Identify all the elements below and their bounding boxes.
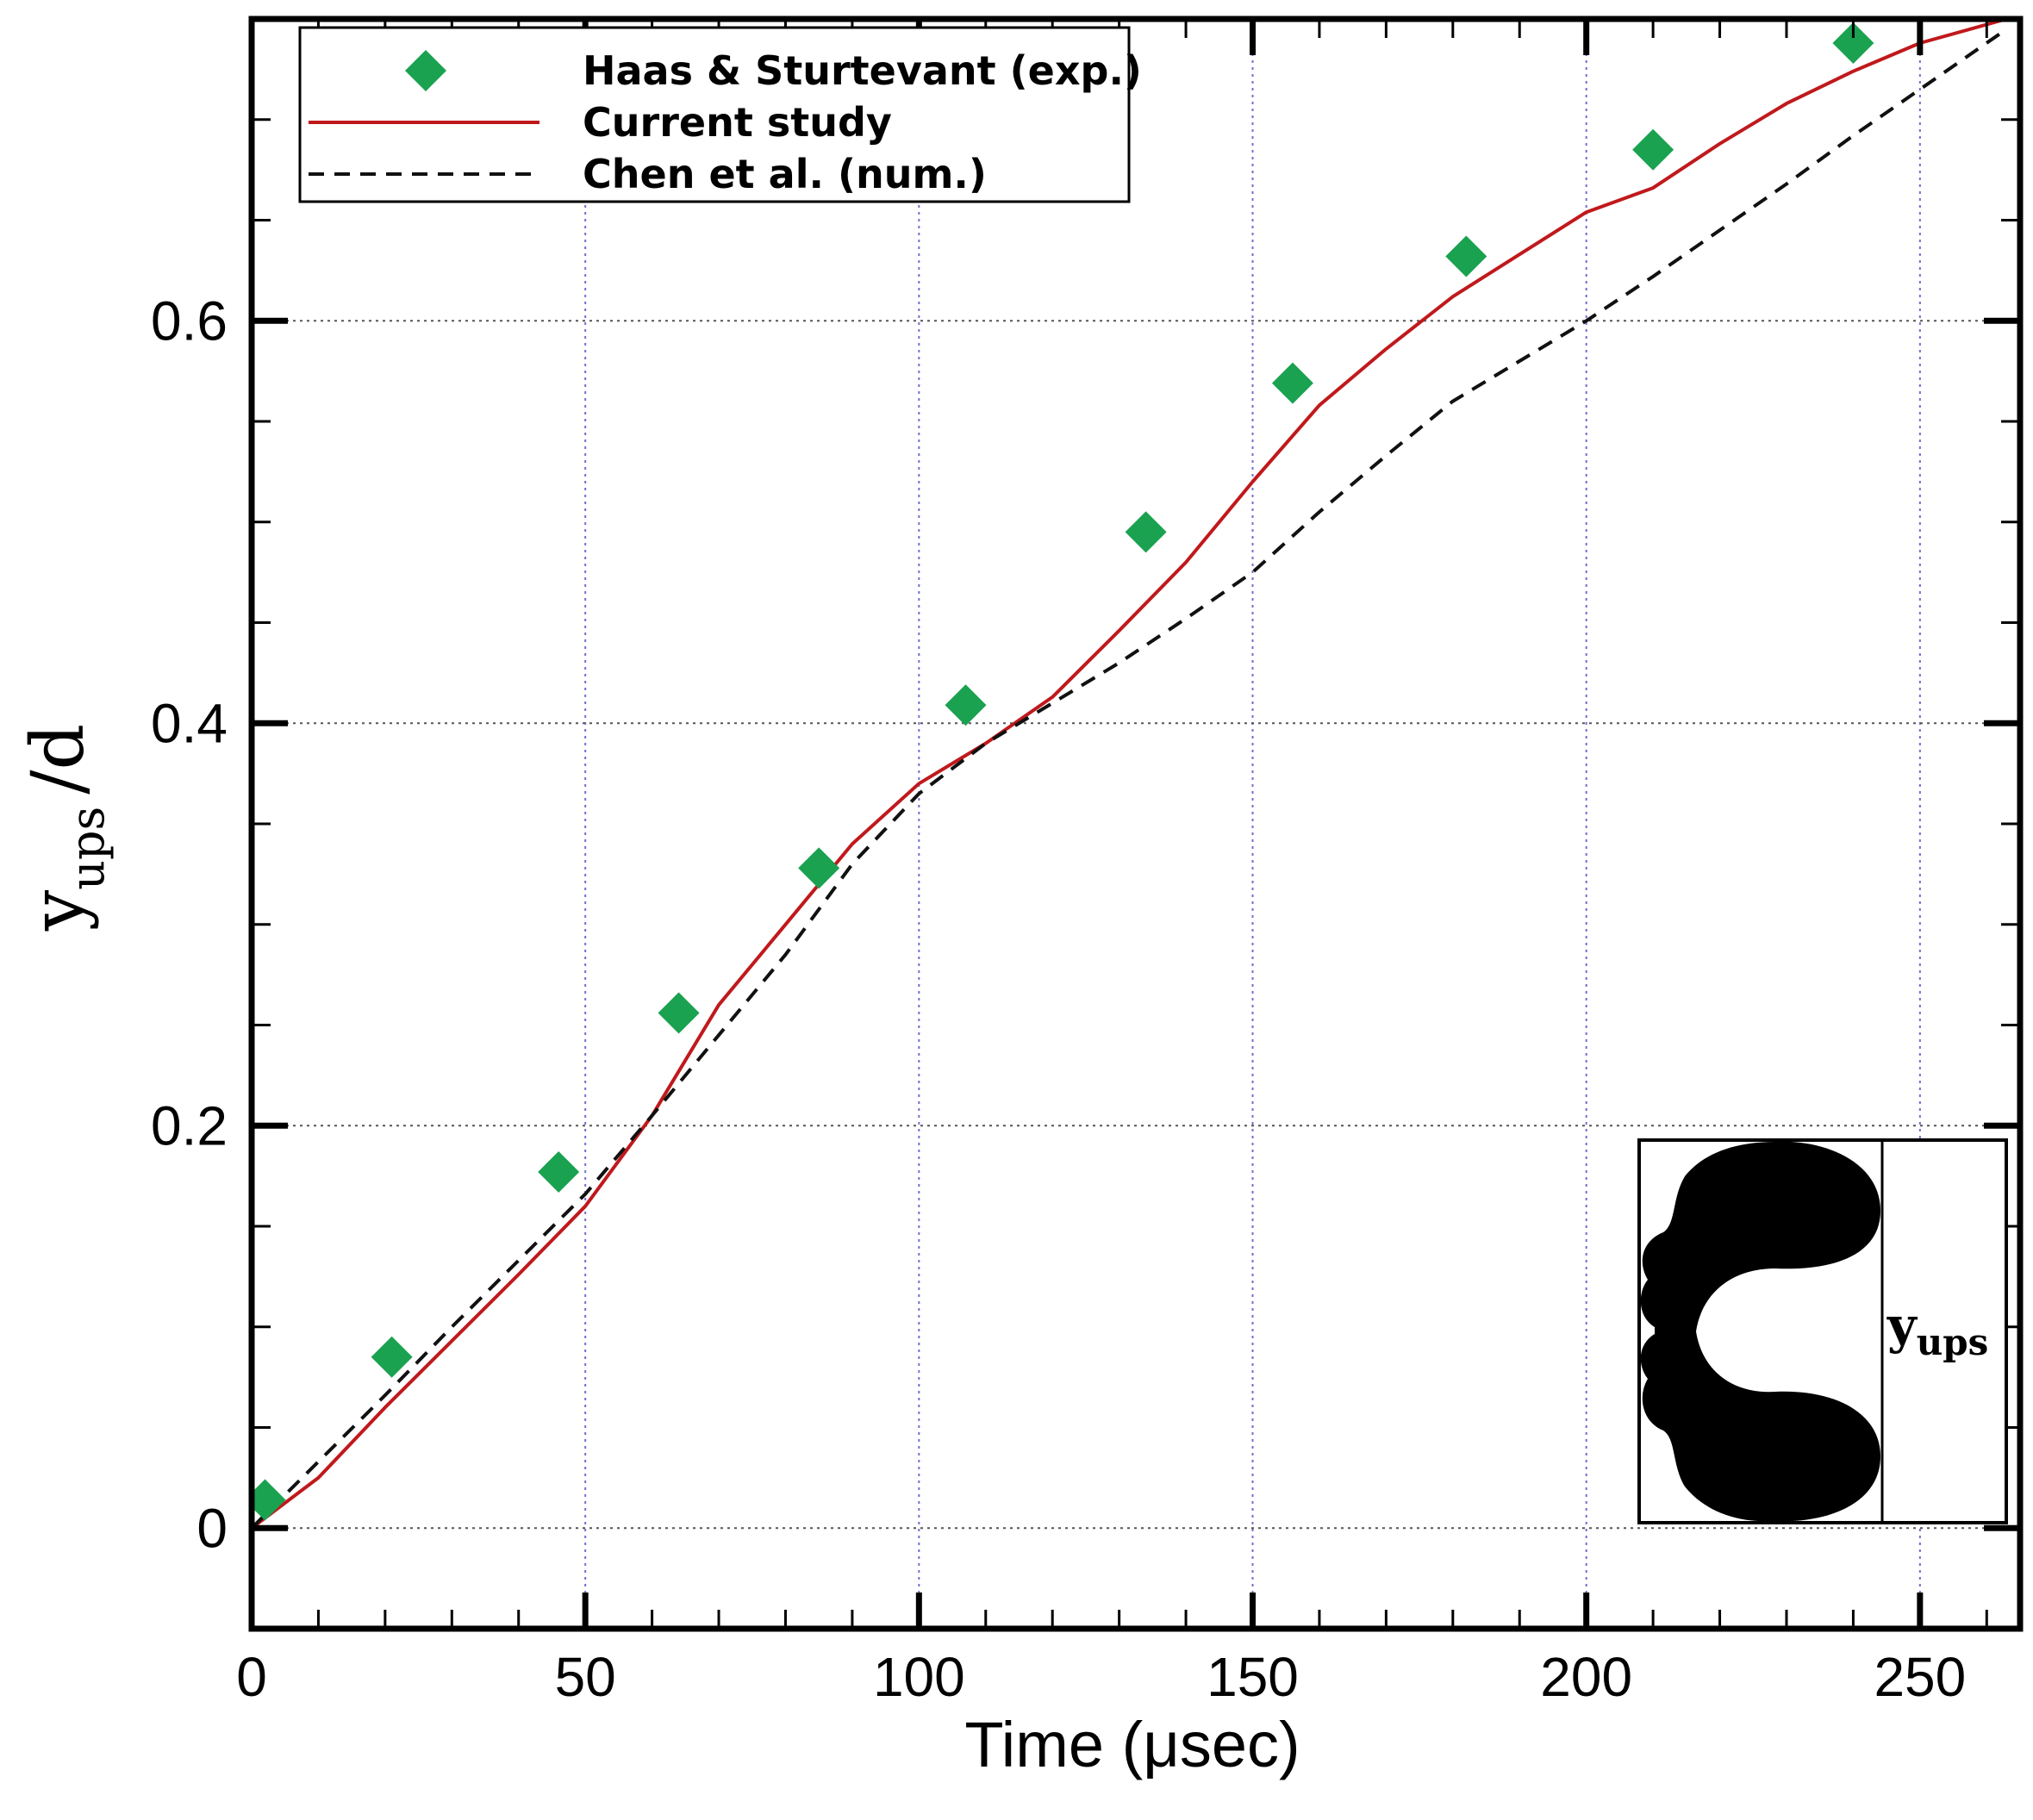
series-line-current-study (252, 19, 2008, 1530)
legend-label: Chen et al. (num.) (583, 151, 987, 197)
y-axis-label-suffix: /d (16, 724, 100, 795)
data-point-diamond (1832, 22, 1874, 65)
plot-frame (248, 16, 2024, 1632)
inset-figure: yups (1637, 1138, 2008, 1524)
data-point-diamond (658, 992, 700, 1034)
svg-text:yups/d: yups/d (16, 724, 115, 932)
y-tick-label: 0.2 (151, 1094, 228, 1156)
legend-entries: Haas & Sturtevant (exp.) Current study Che… (309, 47, 1142, 197)
x-tick-label: 200 (1540, 1646, 1632, 1708)
data-point-diamond (538, 1150, 580, 1193)
series-line-chen-et-al-num (252, 28, 2008, 1530)
x-tick-label: 150 (1207, 1646, 1299, 1708)
svg-text:yups: yups (1886, 1296, 1988, 1363)
x-axis-label: Time (μsec) (964, 1709, 1300, 1780)
data-point-diamond (371, 1336, 413, 1378)
inset-bubble-shape (1640, 1141, 1880, 1522)
legend-marker-diamond (405, 50, 446, 91)
y-tick-label: 0.6 (151, 290, 228, 352)
legend-label: Current study (583, 99, 892, 146)
data-point-diamond (252, 1479, 286, 1521)
y-axis-label-sub: ups (60, 807, 115, 890)
data-point-diamond (798, 847, 840, 889)
inset-label-main: y (1886, 1296, 1918, 1355)
legend-label: Haas & Sturtevant (exp.) (583, 47, 1142, 94)
data-point-diamond (1125, 511, 1167, 553)
ticks-layer: 0 50 100 150 200 250 0 0.2 0.4 0.6 (151, 17, 2020, 1708)
y-axis-label-main: y (16, 889, 100, 932)
inset-label-sub: ups (1917, 1321, 1989, 1363)
legend: Haas & Sturtevant (exp.) Current study Che… (298, 26, 1142, 203)
y-axis-label: yups/d (16, 724, 115, 932)
series-layer (252, 19, 2008, 1530)
y-tick-label: 0 (196, 1497, 228, 1559)
y-tick-label: 0.4 (151, 692, 228, 754)
data-point-diamond (1632, 128, 1674, 171)
x-tick-label: 0 (236, 1646, 267, 1708)
grid-layer (252, 19, 2020, 1629)
data-point-diamond (945, 684, 987, 726)
x-tick-label: 50 (555, 1646, 616, 1708)
data-point-diamond (1445, 235, 1487, 277)
x-tick-label: 250 (1874, 1646, 1966, 1708)
x-tick-label: 100 (873, 1646, 965, 1708)
data-point-diamond (1271, 362, 1313, 404)
